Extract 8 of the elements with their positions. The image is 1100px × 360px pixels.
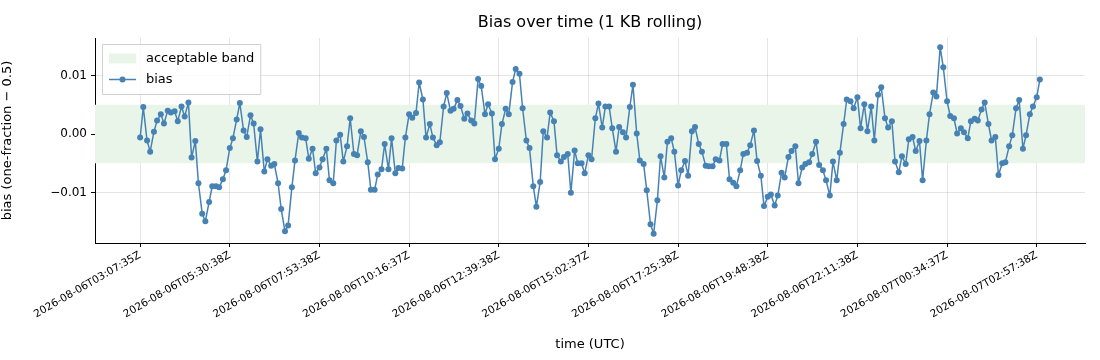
x-axis-title: time (UTC) [555, 335, 625, 351]
chart-title: Bias over time (1 KB rolling) [477, 12, 703, 32]
y-axis-title: bias (one-fraction − 0.5) [0, 60, 15, 221]
y-tick-label: 0.00 [60, 126, 87, 141]
legend-label: bias [146, 70, 173, 86]
legend-label: acceptable band [146, 49, 255, 65]
y-tick-label: 0.01 [60, 67, 87, 82]
y-tick-label: −0.01 [50, 184, 87, 199]
